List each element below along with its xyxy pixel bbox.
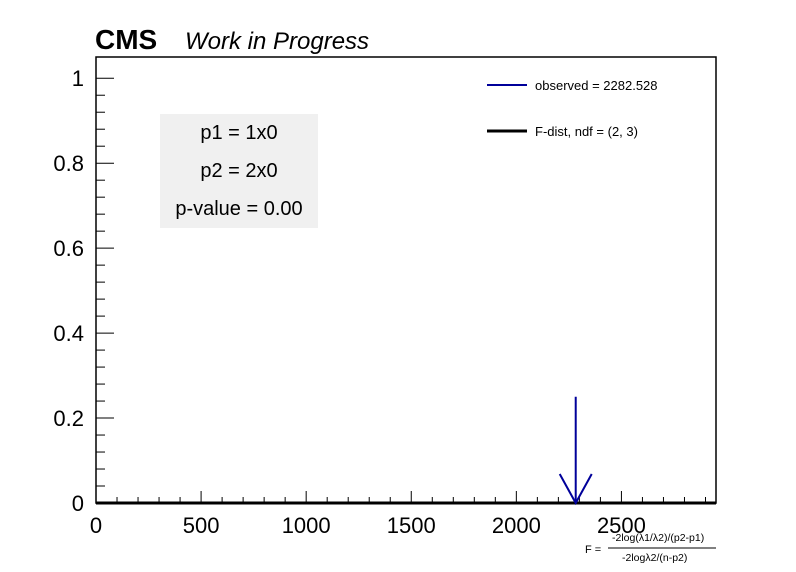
y-tick-label: 0.4: [53, 321, 84, 346]
x-tick-label: 1500: [387, 513, 436, 538]
y-tick-label: 0.8: [53, 151, 84, 176]
x-tick-label: 500: [183, 513, 220, 538]
x-axis-label: F = -2log(λ1/λ2)/(p2-p1) -2logλ2/(n-p2): [585, 532, 716, 564]
x-axis-label-prefix: F =: [585, 544, 601, 556]
legend-observed-label: observed = 2282.528: [535, 78, 658, 93]
x-tick-label: 1000: [282, 513, 331, 538]
info-box: p1 = 1x0 p2 = 2x0 p-value = 0.00: [160, 114, 318, 228]
y-tick-label: 0.2: [53, 406, 84, 431]
series-layer: [96, 396, 716, 506]
status-subtitle: Work in Progress: [185, 28, 370, 55]
experiment-title: CMS: [95, 24, 158, 55]
x-tick-label: 2000: [492, 513, 541, 538]
x-tick-label: 2500: [597, 513, 646, 538]
legend-fdist-label: F-dist, ndf = (2, 3): [535, 124, 638, 139]
y-tick-label: 0.6: [53, 236, 84, 261]
x-axis-label-denominator: -2logλ2/(n-p2): [622, 552, 687, 564]
info-p1: p1 = 1x0: [200, 122, 278, 144]
legend: observed = 2282.528 F-dist, ndf = (2, 3): [487, 78, 658, 139]
observed-arrow-head: [558, 473, 593, 506]
info-pvalue: p-value = 0.00: [175, 198, 303, 220]
info-p2: p2 = 2x0: [200, 160, 278, 182]
y-tick-label: 1: [72, 66, 84, 91]
y-tick-label: 0: [72, 491, 84, 516]
x-tick-label: 0: [90, 513, 102, 538]
tick-labels: 0 500 1000 1500 2000 2500 0 0.2 0.4 0.6 0.8 1: [53, 66, 645, 538]
x-axis-label-numerator: -2log(λ1/λ2)/(p2-p1): [612, 532, 704, 544]
